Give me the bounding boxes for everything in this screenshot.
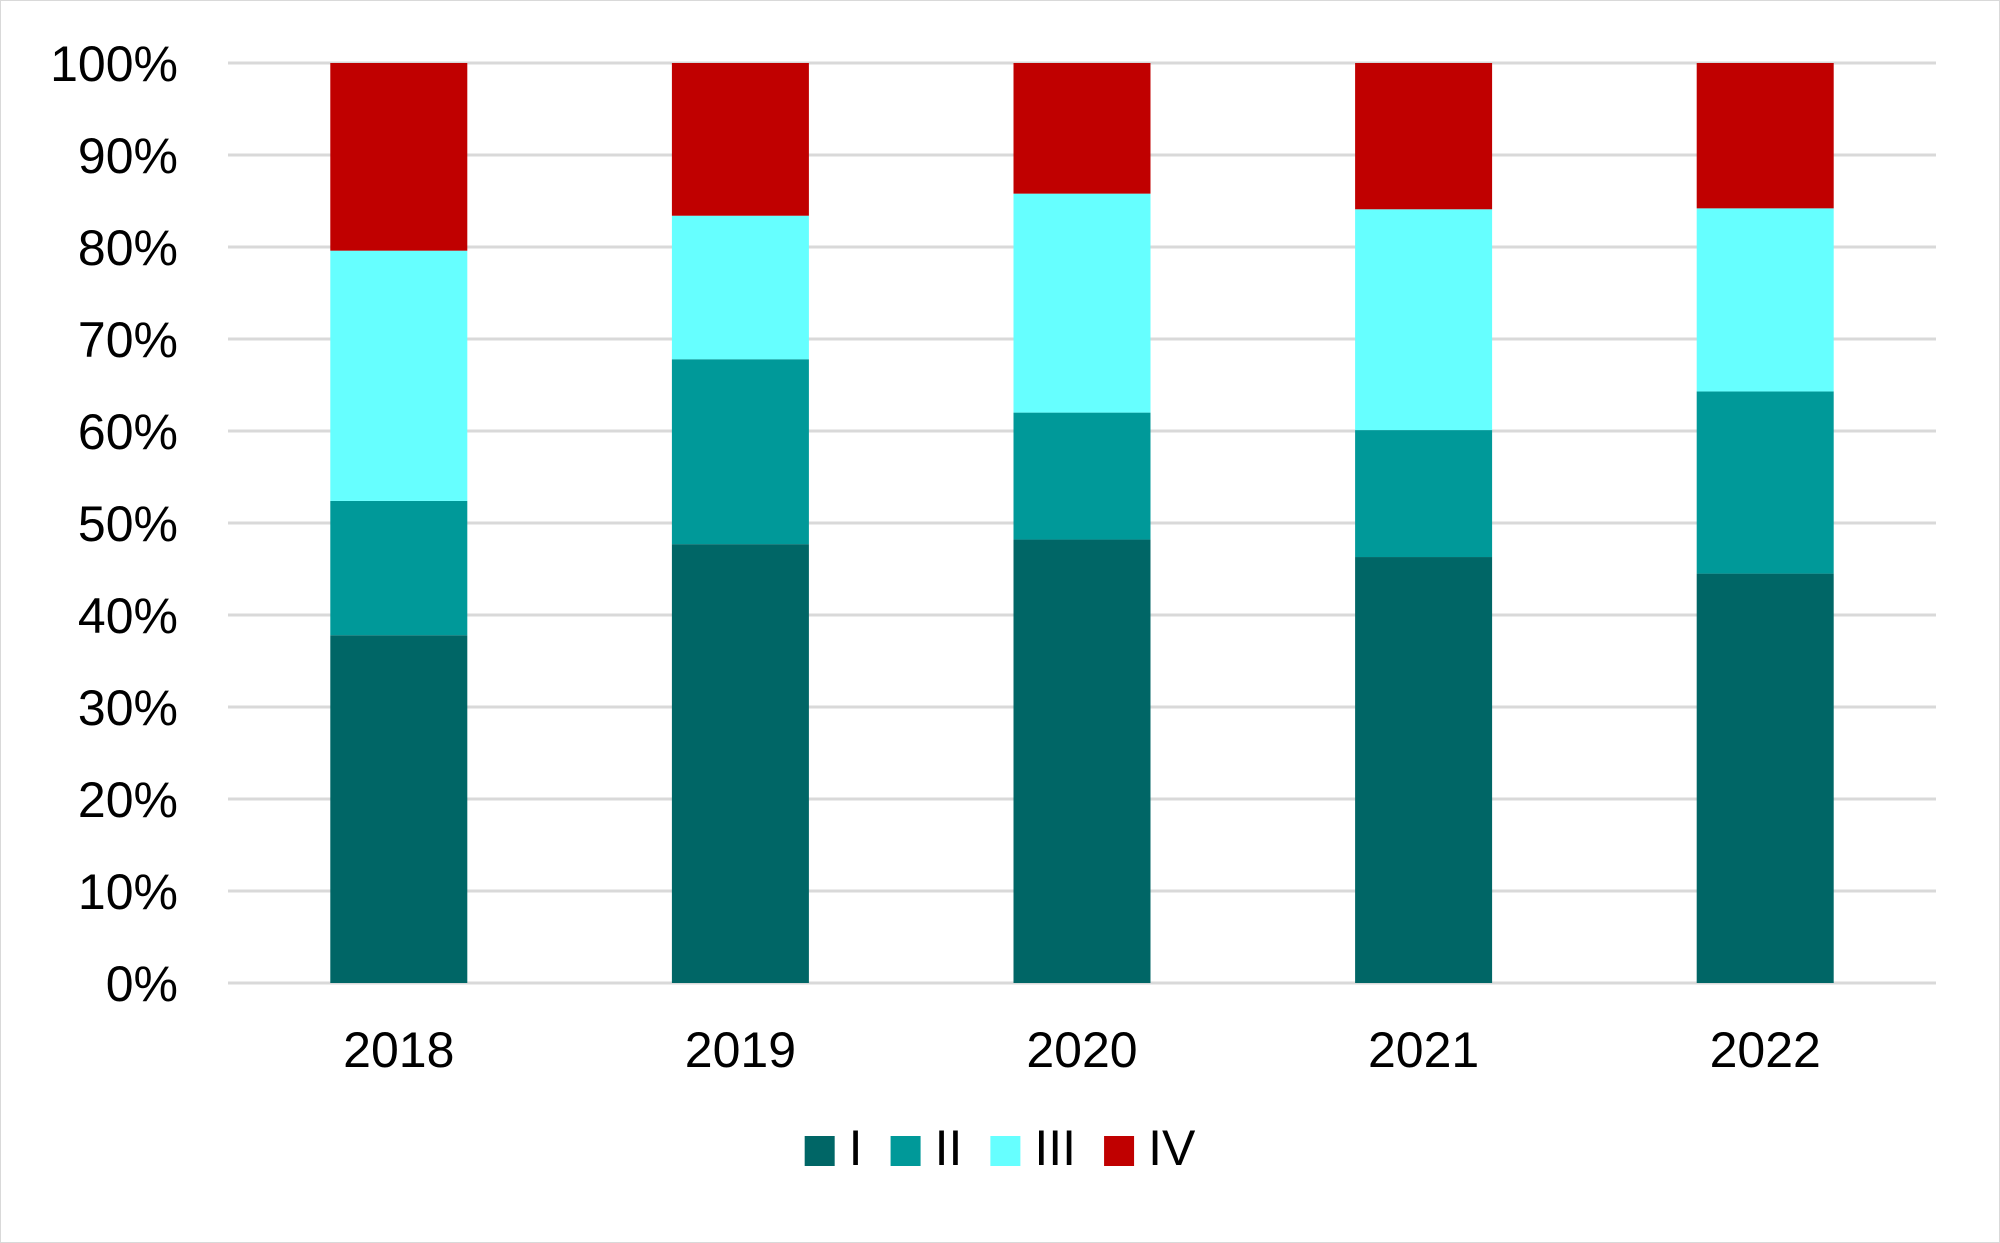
bar-segment — [1013, 193, 1151, 413]
x-category-label: 2022 — [1710, 1022, 1821, 1078]
y-tick-label: 10% — [78, 864, 178, 920]
y-tick-label: 30% — [78, 680, 178, 736]
bar-segment — [330, 250, 468, 501]
bars — [330, 63, 1834, 983]
legend-swatch — [890, 1136, 921, 1166]
bar-segment — [671, 63, 809, 216]
y-tick-label: 20% — [78, 772, 178, 828]
x-category-label: 2019 — [685, 1022, 796, 1078]
bar-segment — [671, 359, 809, 545]
y-tick-label: 90% — [78, 128, 178, 184]
bar-segment — [1696, 208, 1834, 392]
bar-segment — [1355, 63, 1493, 210]
bar-segment — [330, 63, 468, 251]
legend-swatch — [990, 1136, 1021, 1166]
legend-swatch — [1104, 1136, 1135, 1166]
bar-segment — [671, 215, 809, 360]
legend-label: III — [1034, 1120, 1076, 1176]
y-tick-label: 60% — [78, 404, 178, 460]
legend-swatch — [804, 1136, 835, 1166]
x-axis-category-labels: 2018 2019 2020 2021 2022 — [343, 1022, 1821, 1078]
bar-segment — [1355, 209, 1493, 431]
x-category-label: 2021 — [1368, 1022, 1479, 1078]
bar-segment — [1355, 430, 1493, 558]
bar-segment — [1355, 557, 1493, 983]
legend-label: I — [849, 1120, 863, 1176]
y-tick-label: 80% — [78, 220, 178, 276]
y-tick-label: 0% — [106, 956, 178, 1012]
y-tick-label: 40% — [78, 588, 178, 644]
y-axis-tick-labels: 0% 10% 20% 30% 40% 50% 60% 70% 80% 90% 100% — [50, 36, 178, 1012]
y-tick-label: 100% — [50, 36, 178, 92]
y-tick-label: 50% — [78, 496, 178, 552]
bar-segment — [1696, 391, 1834, 574]
bar-segment — [1696, 63, 1834, 209]
y-tick-label: 70% — [78, 312, 178, 368]
legend-label: II — [935, 1120, 963, 1176]
bar-segment — [1013, 63, 1151, 194]
x-category-label: 2018 — [343, 1022, 454, 1078]
x-category-label: 2020 — [1026, 1022, 1137, 1078]
bar-segment — [1013, 539, 1151, 983]
bar-segment — [330, 500, 468, 636]
legend: I II III IV — [804, 1120, 1196, 1176]
bar-segment — [1696, 573, 1834, 983]
bar-segment — [671, 544, 809, 983]
bar-segment — [1013, 412, 1151, 540]
bar-segment — [330, 635, 468, 983]
legend-label: IV — [1148, 1120, 1196, 1176]
